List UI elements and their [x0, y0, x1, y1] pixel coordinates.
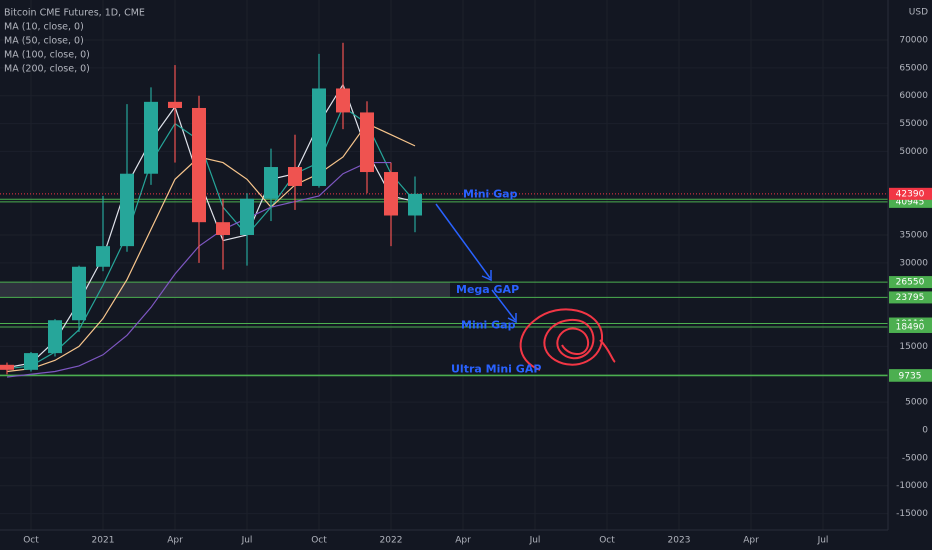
x-tick-label: Oct [311, 536, 327, 546]
candle-body [120, 173, 134, 247]
y-tick-label: 70000 [899, 36, 928, 46]
gap-layer [0, 193, 888, 377]
candle-body [24, 353, 38, 370]
legend-entry: MA (50, close, 0) [4, 36, 84, 47]
y-tick-label: 0 [922, 425, 928, 435]
time-axis [0, 530, 932, 550]
x-tick-label: 2021 [92, 536, 115, 546]
gap-label: Mega GAP [456, 283, 519, 296]
price-axis [888, 0, 932, 550]
chart-title: Bitcoin CME Futures, 1D, CME [4, 8, 145, 19]
candle-body [192, 107, 206, 223]
price-tag [889, 369, 932, 382]
candle-body [72, 266, 86, 321]
y-tick-label: 50000 [899, 147, 928, 157]
ma-line [6, 122, 416, 373]
x-tick-label: Jul [241, 536, 253, 546]
arrow-head [481, 270, 492, 282]
candle-body [0, 364, 14, 370]
y-tick-label: 30000 [899, 258, 928, 268]
price-tag [889, 320, 932, 333]
price-label: 26550 [896, 278, 925, 288]
candle-body [216, 222, 230, 235]
candle-body [240, 198, 254, 235]
x-tick-label: Apr [743, 536, 759, 546]
candle-body [312, 88, 326, 186]
x-tick-label: Oct [599, 536, 615, 546]
axis-layer: 7000065000600005500050000350003000015000… [4, 22, 932, 546]
x-tick-label: Apr [455, 536, 471, 546]
y-tick-label: 5000 [905, 398, 928, 408]
candle-body [264, 167, 278, 199]
arrow-head [507, 313, 517, 324]
y-tick-label: 60000 [899, 91, 928, 101]
x-tick-label: Jul [529, 536, 541, 546]
candle-body [168, 101, 182, 108]
x-tick-label: 2022 [380, 536, 403, 546]
drawings [435, 203, 616, 371]
gap-label: Mini Gap [463, 188, 518, 201]
price-tag [889, 291, 932, 304]
candle-layer [0, 42, 422, 375]
currency: USD [909, 8, 928, 18]
arrow [491, 289, 516, 321]
candle-body [336, 88, 350, 113]
y-tick-label: -5000 [902, 453, 928, 463]
y-tick-label: 15000 [899, 342, 928, 352]
gap-zone [0, 282, 450, 298]
price-label: 9735 [899, 371, 922, 381]
y-tick-label: -10000 [896, 481, 928, 491]
gap-label: Ultra Mini GAP [451, 362, 541, 375]
candle-body [408, 193, 422, 216]
gap-label: Mini Gap [461, 318, 516, 331]
candle-body [360, 112, 374, 173]
price-label: 23795 [896, 293, 925, 303]
candle-body [384, 172, 398, 216]
candle-body [288, 167, 302, 186]
price-tag [889, 187, 932, 200]
x-tick-label: Jul [817, 536, 829, 546]
legend-entry: MA (10, close, 0) [4, 22, 84, 33]
x-tick-label: 2023 [668, 536, 691, 546]
x-tick-label: Apr [167, 536, 183, 546]
candle-body [48, 320, 62, 354]
y-tick-label: -15000 [896, 509, 928, 519]
price-label: 42390 [896, 189, 925, 199]
scribble [519, 308, 616, 371]
y-tick-label: 65000 [899, 63, 928, 73]
arrow [435, 203, 491, 279]
legend-entry: MA (100, close, 0) [4, 50, 90, 61]
price-tag [889, 276, 932, 289]
x-tick-label: Oct [23, 536, 39, 546]
candle-body [144, 101, 158, 174]
price-label: 18490 [896, 322, 925, 332]
price-label: 40945 [896, 197, 925, 207]
legend-entry: MA (200, close, 0) [4, 64, 90, 75]
y-tick-label: 55000 [899, 119, 928, 129]
y-tick-label: 35000 [899, 230, 928, 240]
candle-body [96, 246, 110, 267]
